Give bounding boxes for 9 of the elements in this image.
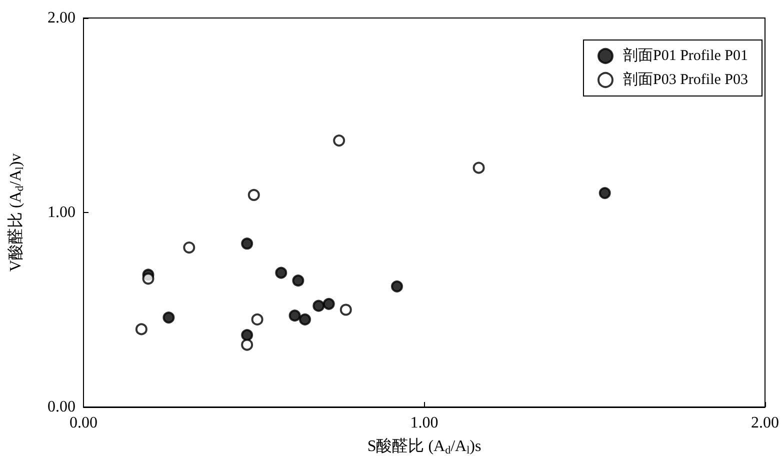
y-tick-label: 1.00 (48, 204, 76, 221)
y-tick-label: 2.00 (48, 10, 76, 26)
y-axis-title: V酸醛比 (Ad/Al)v (6, 153, 26, 272)
x-tick-label: 2.00 (751, 414, 779, 432)
x-tick-label: 0.00 (70, 414, 98, 432)
legend-label: 剖面P01 Profile P01 (622, 47, 748, 64)
x-tick-label: 1.00 (410, 414, 438, 432)
legend-label: 剖面P03 Profile P03 (622, 71, 748, 88)
y-tick-label: 0.00 (48, 398, 76, 416)
